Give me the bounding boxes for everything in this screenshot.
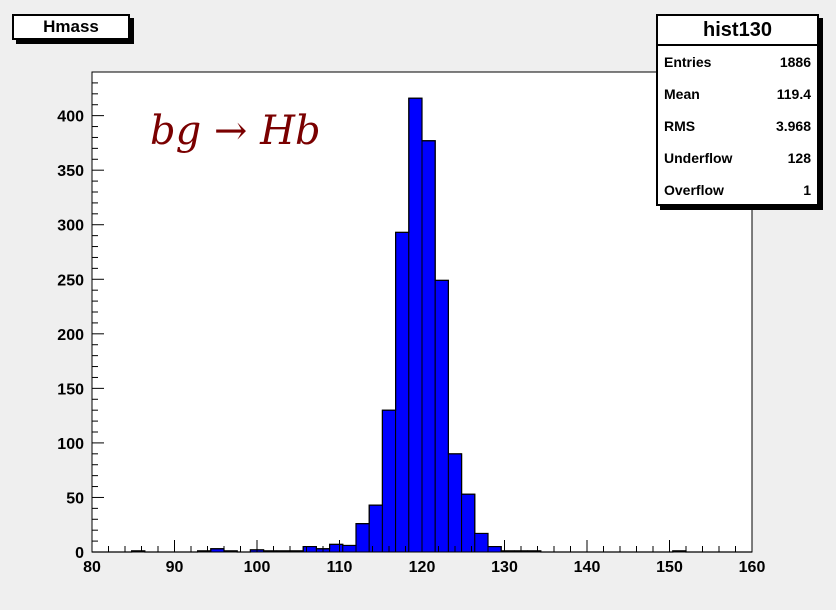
- axes: 80 90 100 110 120 130 140 150 160 0 50 100 150 200 250…: [57, 71, 766, 576]
- stats-value: 1886: [779, 54, 811, 70]
- stats-row-overflow: Overflow 1: [658, 174, 817, 206]
- stats-value: 128: [787, 150, 811, 166]
- y-tick-label: 300: [57, 218, 84, 235]
- stats-row-entries: Entries 1886: [658, 46, 817, 78]
- histogram-bin: [355, 523, 370, 553]
- stats-label: Underflow: [664, 150, 733, 166]
- process-annotation: bg → Hb: [150, 108, 321, 154]
- histogram-bin: [461, 493, 476, 553]
- y-tick-label: 350: [57, 163, 84, 180]
- stats-label: RMS: [664, 118, 696, 134]
- x-tick-label: 140: [574, 559, 601, 576]
- y-tick-label: 100: [57, 436, 84, 453]
- stats-box: hist130 Entries 1886 Mean 119.4 RMS 3.96…: [656, 14, 819, 206]
- histogram-bin: [474, 532, 489, 553]
- x-tick-label: 130: [491, 559, 518, 576]
- histogram-bin: [395, 231, 410, 553]
- stats-value: 3.968: [775, 118, 811, 134]
- x-tick-label: 90: [166, 559, 184, 576]
- y-tick-label: 50: [66, 490, 84, 507]
- histogram-bin: [368, 504, 383, 553]
- histogram-bin: [329, 543, 344, 553]
- histogram-bin: [342, 544, 357, 553]
- x-tick-label: 110: [327, 559, 353, 576]
- histogram-bin: [421, 140, 436, 553]
- stats-label: Mean: [664, 86, 700, 102]
- x-tick-label: 100: [244, 559, 271, 576]
- y-tick-label: 250: [57, 272, 84, 289]
- y-tick-label: 400: [57, 109, 84, 126]
- stats-label: Overflow: [664, 182, 724, 198]
- stats-row-rms: RMS 3.968: [658, 110, 817, 142]
- histogram-bin: [381, 409, 397, 553]
- x-tick-label: 80: [83, 559, 101, 576]
- stats-label: Entries: [664, 54, 712, 70]
- histogram-bin: [447, 453, 463, 553]
- x-tick-label: 160: [739, 559, 766, 576]
- x-tick-label: 150: [656, 559, 683, 576]
- histogram-title-box: Hmass: [12, 14, 130, 40]
- histogram-bin: [408, 97, 423, 553]
- y-tick-label: 150: [57, 381, 84, 398]
- histogram-bin: [487, 546, 502, 553]
- y-tick-label: 0: [75, 545, 84, 562]
- histogram-title: Hmass: [43, 17, 99, 36]
- histogram-bin: [434, 279, 449, 553]
- x-tick-label: 120: [409, 559, 436, 576]
- y-tick-label: 200: [57, 327, 84, 344]
- stats-value: 119.4: [776, 86, 811, 102]
- stats-row-underflow: Underflow 128: [658, 142, 817, 174]
- stats-value: 1: [803, 182, 811, 198]
- histogram-bin: [302, 546, 317, 553]
- stats-row-mean: Mean 119.4: [658, 78, 817, 110]
- stats-histogram-name: hist130: [658, 16, 817, 46]
